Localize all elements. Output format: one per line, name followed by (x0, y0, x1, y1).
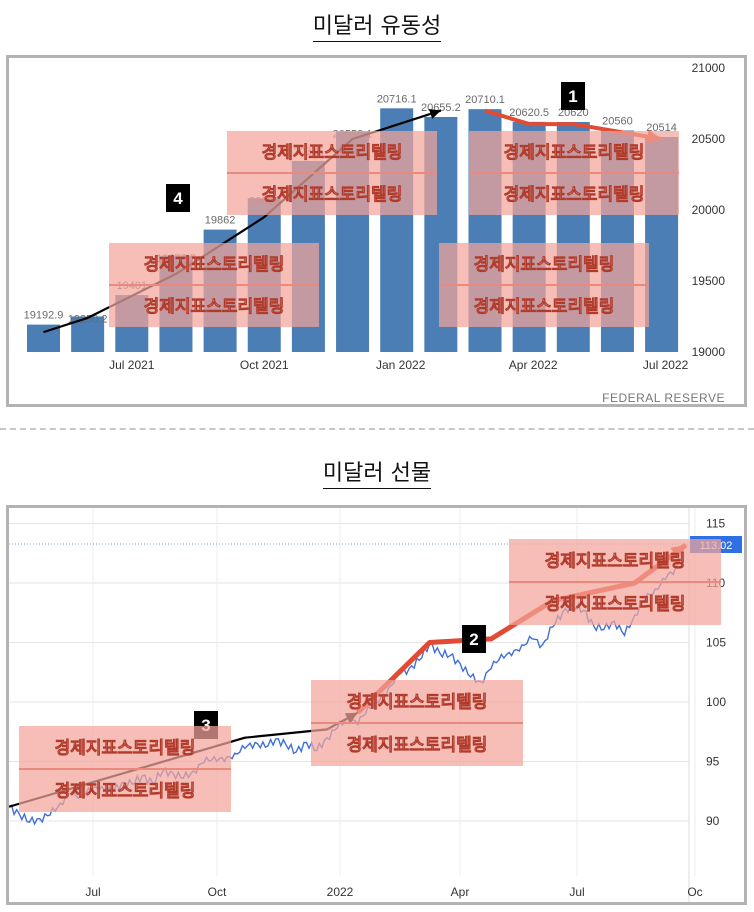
callout-4 (166, 184, 190, 212)
y-tick-label: 115 (706, 517, 725, 531)
y-tick-label: 100 (706, 695, 726, 709)
watermark-5-text-2: 경제지표스토리텔링 (55, 782, 196, 801)
x-tick-label: Jul (85, 885, 100, 899)
bottom-chart-title: 미달러 선물 (0, 455, 754, 489)
callout-1 (561, 82, 585, 110)
section-divider (0, 428, 754, 430)
callout-4-label: 4 (173, 189, 183, 208)
watermark-1-text-1: 경제지표스토리텔링 (262, 143, 403, 162)
bar-value-label: 20710.1 (465, 94, 505, 106)
y-tick-label: 90 (706, 814, 720, 828)
bar-value-label: 20716.1 (377, 93, 417, 105)
watermark-3-text-2: 경제지표스토리텔링 (504, 185, 645, 204)
y-tick-label: 105 (706, 636, 726, 650)
bar-value-label: 20560 (602, 115, 633, 127)
x-tick-label: Jul 2022 (643, 358, 689, 372)
watermark-3-text-1: 경제지표스토리텔링 (504, 143, 645, 162)
bar-value-label: 19192.9 (24, 310, 64, 322)
watermark-2-text-2: 경제지표스토리텔링 (144, 297, 285, 316)
watermark-5-text-1: 경제지표스토리텔링 (55, 739, 196, 758)
y-tick-label: 19500 (692, 274, 726, 288)
y-tick-label: 21000 (692, 61, 726, 75)
y-tick-label: 20000 (692, 203, 726, 217)
watermark-7-text-1: 경제지표스토리텔링 (545, 552, 686, 571)
x-tick-label: Jan 2022 (376, 358, 426, 372)
callout-2 (462, 625, 486, 653)
watermark-7-text-2: 경제지표스토리텔링 (545, 595, 686, 614)
source-label: FEDERAL RESERVE (602, 391, 725, 404)
watermark-6-text-2: 경제지표스토리텔링 (347, 736, 488, 755)
watermark-4-text-1: 경제지표스토리텔링 (474, 255, 615, 274)
y-tick-label: 19000 (692, 345, 726, 359)
watermark-4-text-2: 경제지표스토리텔링 (474, 297, 615, 316)
bar-value-label: 20514 (646, 122, 677, 134)
x-tick-label: Oct (208, 885, 227, 899)
bar-value-label: 20655.2 (421, 102, 461, 114)
x-tick-label: Apr (451, 885, 470, 899)
annotation-arrowhead-4 (428, 108, 441, 119)
liquidity-chart-panel: 19192.919250.21940119677.719862200822034… (6, 55, 747, 407)
x-tick-label: Jul (569, 885, 584, 899)
watermark-2-text-1: 경제지표스토리텔링 (144, 255, 285, 274)
callout-3-label: 3 (201, 716, 210, 735)
x-tick-label: Apr 2022 (509, 358, 558, 372)
bar-value-label: 20620.5 (509, 107, 549, 119)
liquidity-bar-chart: 19192.919250.21940119677.719862200822034… (24, 61, 726, 405)
y-tick-label: 20500 (692, 132, 726, 146)
y-tick-label: 95 (706, 755, 720, 769)
top-chart-title: 미달러 유동성 (0, 8, 754, 42)
callout-2-label: 2 (469, 630, 478, 649)
bar-value-label: 19250.2 (68, 313, 108, 325)
callout-1-label: 1 (568, 87, 577, 106)
x-tick-label: Oct 2021 (240, 358, 289, 372)
x-tick-label: Oc (687, 885, 702, 899)
x-tick-label: Jul 2021 (109, 358, 155, 372)
x-tick-label: 2022 (327, 885, 354, 899)
bar-value-label: 19862 (205, 215, 236, 227)
watermark-6-text-1: 경제지표스토리텔링 (347, 693, 488, 712)
watermark-1-text-2: 경제지표스토리텔링 (262, 185, 403, 204)
